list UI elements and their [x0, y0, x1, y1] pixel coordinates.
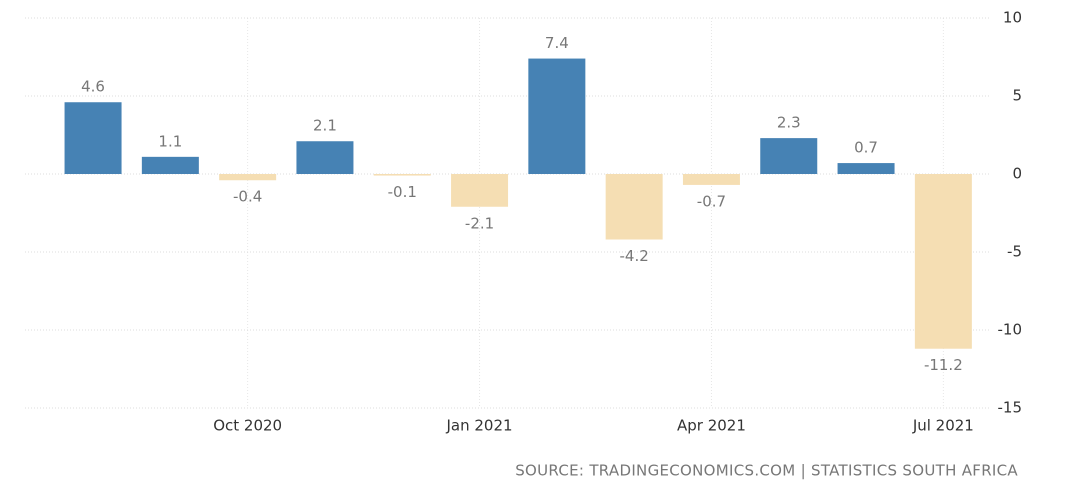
value-label: 7.4 [545, 34, 569, 52]
bar [219, 174, 277, 181]
value-label: 2.3 [777, 114, 801, 132]
y-tick-label: 0 [1012, 165, 1022, 183]
bar [451, 174, 509, 207]
value-label: -2.1 [465, 214, 494, 232]
bar [760, 138, 818, 174]
x-tick-label: Jul 2021 [912, 417, 974, 435]
value-label: -0.7 [697, 192, 726, 210]
bar [837, 163, 895, 174]
value-label: 0.7 [854, 139, 878, 157]
x-tick-label: Apr 2021 [677, 417, 746, 435]
bar [64, 102, 122, 174]
value-label: 2.1 [313, 117, 337, 135]
bar [296, 141, 354, 174]
x-tick-label: Oct 2020 [213, 417, 282, 435]
y-tick-label: 5 [1012, 87, 1022, 105]
bar [682, 174, 740, 185]
value-label: -11.2 [924, 356, 963, 374]
bar [373, 174, 431, 176]
x-tick-label: Jan 2021 [446, 417, 513, 435]
value-label: -0.4 [233, 188, 262, 206]
bar [605, 174, 663, 240]
bar [141, 156, 199, 174]
value-label: -0.1 [388, 183, 417, 201]
y-tick-label: -15 [998, 399, 1023, 417]
bar [914, 174, 972, 349]
bar [528, 58, 586, 175]
value-label: 1.1 [158, 132, 182, 150]
source: SOURCE: TRADINGECONOMICS.COM | STATISTIC… [515, 462, 1018, 480]
value-label: -4.2 [620, 247, 649, 265]
y-tick-label: -5 [1007, 243, 1022, 261]
y-tick-label: -10 [998, 321, 1023, 339]
value-label: 4.6 [81, 78, 105, 96]
y-tick-label: 10 [1003, 9, 1022, 27]
